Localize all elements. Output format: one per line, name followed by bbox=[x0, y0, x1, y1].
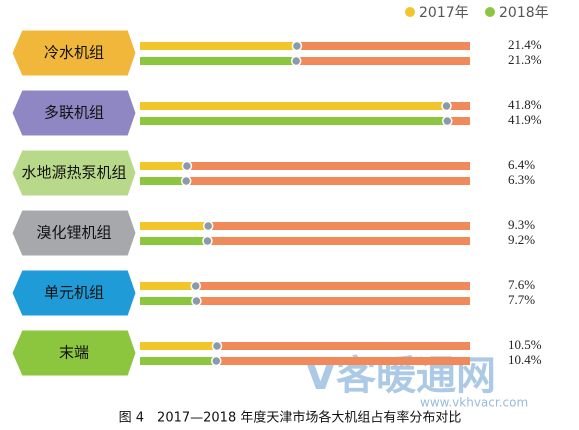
bar bbox=[140, 117, 448, 125]
track bbox=[140, 57, 470, 65]
value-label: 9.2% bbox=[508, 232, 535, 247]
legend-dot bbox=[405, 7, 415, 17]
track bbox=[140, 297, 470, 305]
bar bbox=[140, 57, 297, 65]
legend-label: 2017年 bbox=[419, 5, 469, 21]
bar bbox=[140, 222, 209, 230]
bar-end bbox=[181, 160, 193, 172]
chart-title: 图 4 2017—2018 年度天津市场各大机组占有率分布对比 bbox=[119, 410, 462, 426]
category-box bbox=[11, 89, 137, 137]
track bbox=[140, 237, 470, 245]
value-label: 41.9% bbox=[508, 112, 542, 127]
bar bbox=[140, 357, 217, 365]
track bbox=[140, 222, 470, 230]
bar bbox=[140, 297, 197, 305]
bar-end bbox=[190, 280, 201, 292]
category-box bbox=[11, 29, 137, 77]
value-label: 9.3% bbox=[508, 217, 535, 232]
bar bbox=[140, 42, 297, 50]
watermark-url: www.vkhvacr.com bbox=[420, 396, 528, 410]
category-label: 水地源热泵机组 bbox=[21, 164, 126, 182]
bar bbox=[140, 342, 217, 350]
bar bbox=[140, 177, 187, 185]
value-label: 10.4% bbox=[508, 352, 542, 367]
category-box bbox=[11, 329, 137, 377]
track bbox=[140, 42, 470, 50]
category-box bbox=[11, 209, 137, 257]
value-label: 10.5% bbox=[508, 337, 542, 352]
category-label: 单元机组 bbox=[44, 284, 104, 302]
bar bbox=[140, 282, 196, 290]
bar-end bbox=[202, 235, 213, 247]
track bbox=[140, 357, 470, 365]
track bbox=[140, 177, 470, 185]
bar-end bbox=[191, 295, 202, 307]
bar-end bbox=[290, 55, 302, 67]
category-box bbox=[11, 269, 137, 317]
bar bbox=[140, 237, 208, 245]
track bbox=[140, 342, 470, 350]
bar-end bbox=[211, 355, 222, 367]
value-label: 41.8% bbox=[508, 97, 542, 112]
value-label: 7.6% bbox=[508, 277, 535, 292]
bar-end bbox=[291, 40, 303, 52]
category-label: 多联机组 bbox=[44, 104, 104, 122]
track bbox=[140, 162, 470, 170]
value-label: 7.7% bbox=[508, 292, 535, 307]
value-label: 6.3% bbox=[508, 172, 535, 187]
track bbox=[140, 282, 470, 290]
legend-label: 2018年 bbox=[499, 5, 549, 21]
value-label: 21.3% bbox=[508, 52, 542, 67]
value-label: 6.4% bbox=[508, 157, 535, 172]
value-label: 21.4% bbox=[508, 37, 542, 52]
category-box bbox=[11, 149, 137, 197]
bar-end bbox=[202, 220, 214, 232]
category-label: 冷水机组 bbox=[44, 44, 104, 62]
bar-end bbox=[442, 115, 453, 127]
bar-end bbox=[180, 175, 192, 187]
bar-end bbox=[211, 340, 223, 352]
category-label: 溴化锂机组 bbox=[36, 224, 111, 242]
bar bbox=[140, 102, 447, 110]
category-label: 末端 bbox=[59, 344, 89, 362]
bar-end bbox=[441, 100, 452, 112]
bar bbox=[140, 162, 187, 170]
legend-dot bbox=[485, 7, 495, 17]
